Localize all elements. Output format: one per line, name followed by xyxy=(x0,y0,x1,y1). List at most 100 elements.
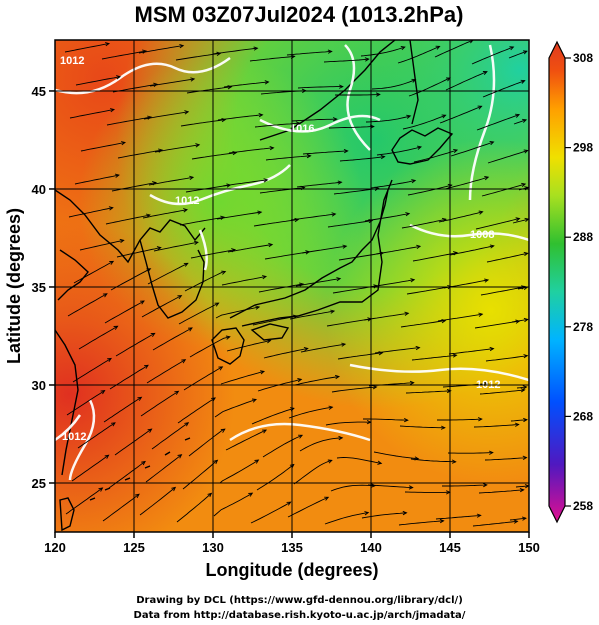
streamline xyxy=(71,454,109,482)
streamline-arrow xyxy=(489,346,495,352)
streamline-arrow xyxy=(406,114,412,119)
x-tick-label: 120 xyxy=(44,540,66,555)
streamline xyxy=(117,149,163,159)
streamline xyxy=(259,187,305,194)
streamline xyxy=(222,179,268,187)
streamline xyxy=(145,454,182,483)
streamline-arrow xyxy=(195,143,201,148)
pressure-contours xyxy=(55,44,529,481)
streamline-arrow xyxy=(417,145,422,150)
streamline xyxy=(302,150,348,155)
streamline xyxy=(410,458,456,463)
streamline xyxy=(185,184,231,193)
streamline-arrow xyxy=(331,212,337,217)
streamline xyxy=(294,376,340,386)
streamline-arrow xyxy=(150,332,156,337)
streamline-arrow xyxy=(523,354,529,359)
streamline-arrow xyxy=(332,117,338,122)
contour-line xyxy=(68,399,96,481)
streamline xyxy=(335,93,380,96)
streamline-arrow xyxy=(520,79,526,84)
streamline xyxy=(482,80,525,98)
streamline xyxy=(510,419,527,422)
streamline xyxy=(473,424,519,428)
streamline-arrow xyxy=(251,398,257,403)
streamline-arrow xyxy=(193,240,199,245)
streamline xyxy=(515,485,529,488)
streamline-arrow xyxy=(440,425,446,430)
streamline xyxy=(437,418,482,421)
contour-label: 1012 xyxy=(60,55,84,67)
contour-line xyxy=(344,44,371,151)
streamline xyxy=(139,487,176,516)
contour-line xyxy=(55,56,231,95)
streamline-arrow xyxy=(364,511,370,516)
streamline xyxy=(401,218,446,229)
streamline xyxy=(250,501,291,524)
streamline-arrow xyxy=(100,390,106,395)
streamline-arrow xyxy=(380,154,386,160)
streamline-arrow xyxy=(330,309,336,314)
streamline-arrow xyxy=(435,45,441,50)
streamline xyxy=(374,347,420,354)
streamline-arrow xyxy=(488,450,494,455)
streamline xyxy=(331,386,377,393)
streamline xyxy=(328,126,374,129)
streamline-arrow xyxy=(171,486,177,492)
streamline xyxy=(299,437,343,452)
streamline-arrow xyxy=(109,260,115,265)
streamline-arrow xyxy=(184,110,190,115)
streamline xyxy=(397,45,440,64)
streamline-arrow xyxy=(377,460,383,465)
streamline-arrow xyxy=(144,364,149,369)
streamline-arrow xyxy=(107,357,112,363)
streamline-arrow xyxy=(328,405,334,410)
streamline-arrow xyxy=(147,428,153,433)
contour-line xyxy=(198,229,208,271)
streamline xyxy=(115,333,155,357)
streamline-arrow xyxy=(289,463,295,469)
streamline xyxy=(256,464,295,491)
streamline xyxy=(221,276,267,286)
streamline xyxy=(69,109,115,119)
streamline-arrow xyxy=(400,46,406,51)
streamline xyxy=(295,278,341,287)
streamline xyxy=(508,50,528,59)
streamline-arrow xyxy=(343,148,349,154)
streamline-arrow xyxy=(411,179,417,184)
streamline-arrow xyxy=(218,366,224,371)
streamline-arrow xyxy=(181,359,187,364)
streamline-arrow xyxy=(266,339,272,344)
streamline-arrow xyxy=(253,46,259,51)
streamline xyxy=(80,142,126,152)
streamline xyxy=(296,181,342,188)
streamline xyxy=(217,114,263,121)
colorbar-tick-label: 268 xyxy=(573,409,593,423)
streamline-arrow xyxy=(523,251,529,257)
streamline-arrow xyxy=(269,145,275,151)
streamline xyxy=(140,390,179,417)
streamline xyxy=(324,512,369,525)
streamline-arrow xyxy=(522,118,528,123)
streamline-arrow xyxy=(415,345,421,351)
streamline-arrow xyxy=(402,510,408,516)
streamline xyxy=(435,514,481,520)
streamline xyxy=(474,320,520,329)
streamline xyxy=(487,149,528,164)
colorbar-tick-label: 308 xyxy=(573,51,593,65)
streamline xyxy=(73,261,114,284)
streamline xyxy=(141,295,182,318)
streamline-arrow xyxy=(522,455,528,460)
streamline-arrow xyxy=(221,270,227,275)
contour-label: 1012 xyxy=(62,431,86,443)
streamline-arrow xyxy=(295,121,301,126)
streamline xyxy=(262,434,303,458)
streamline-arrow xyxy=(114,173,120,178)
contour-label: 1016 xyxy=(290,123,314,135)
streamline xyxy=(252,315,297,326)
streamline xyxy=(146,359,186,384)
streamline xyxy=(264,251,310,260)
y-tick-label: 35 xyxy=(32,280,46,295)
streamline xyxy=(186,86,232,94)
streamline-arrow xyxy=(232,150,238,156)
